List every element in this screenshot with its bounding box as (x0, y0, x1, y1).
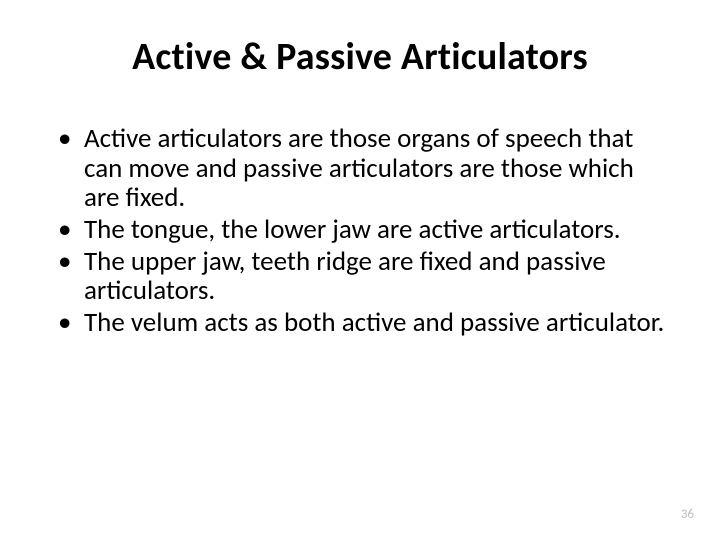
page-number: 36 (681, 507, 694, 522)
bullet-item: The tongue, the lower jaw are active art… (84, 215, 672, 245)
bullet-list: Active articulators are those organs of … (48, 124, 672, 338)
bullet-item: Active articulators are those organs of … (84, 124, 672, 213)
bullet-item: The upper jaw, teeth ridge are fixed and… (84, 247, 672, 306)
slide-title: Active & Passive Articulators (48, 34, 672, 80)
bullet-item: The velum acts as both active and passiv… (84, 308, 672, 338)
slide-container: Active & Passive Articulators Active art… (0, 0, 720, 540)
